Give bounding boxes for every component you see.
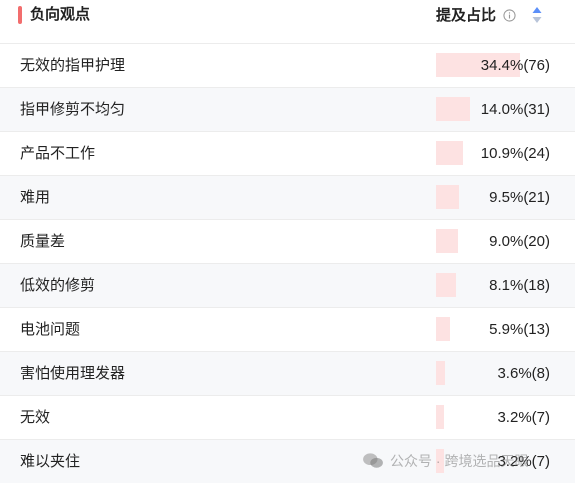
ratio-bar-fill [436, 53, 520, 77]
watermark: 公众号 · 跨境选品天眼 [362, 450, 528, 472]
ratio-value: 34.4%(76) [480, 57, 550, 74]
ratio-value: 8.1%(18) [489, 277, 550, 294]
ratio-bar-fill [436, 141, 463, 165]
ratio-value: 9.0%(20) [489, 233, 550, 250]
ratio-bar-track [436, 141, 552, 165]
table-row[interactable]: 无效的指甲护理 34.4%(76) [0, 43, 575, 87]
table-row[interactable]: 低效的修剪 8.1%(18) [0, 263, 575, 307]
table-title: 负向观点 [30, 6, 91, 23]
wechat-icon [363, 453, 383, 468]
opinion-label: 害怕使用理发器 [20, 365, 126, 382]
table-row[interactable]: 产品不工作 10.9%(24) [0, 131, 575, 175]
info-icon[interactable] [503, 9, 516, 22]
ratio-bar-fill [436, 317, 451, 341]
opinion-label: 难用 [20, 189, 51, 206]
table-row[interactable]: 电池问题 5.9%(13) [0, 307, 575, 351]
ratio-bar-track [436, 185, 552, 209]
ratio-bar-track [436, 273, 552, 297]
mention-ratio-column-label: 提及占比 [436, 7, 497, 24]
watermark-text: 公众号 · 跨境选品天眼 [390, 453, 529, 469]
ratio-value: 9.5%(21) [489, 189, 550, 206]
table-row[interactable]: 难用 9.5%(21) [0, 175, 575, 219]
ratio-bar-fill [436, 361, 445, 385]
ratio-value: 3.2%(7) [497, 409, 550, 426]
table-row[interactable]: 难以夹住 3.2%(7) [0, 439, 575, 483]
opinion-label: 产品不工作 [20, 145, 96, 162]
table-row[interactable]: 害怕使用理发器 3.6%(8) [0, 351, 575, 395]
ratio-bar-track [436, 405, 552, 429]
opinion-label: 难以夹住 [20, 453, 81, 470]
ratio-bar-track [436, 53, 552, 77]
table-row[interactable]: 无效 3.2%(7) [0, 395, 575, 439]
title-accent-bar [18, 6, 22, 24]
ratio-value: 3.2%(7) [497, 453, 550, 470]
table-row[interactable]: 指甲修剪不均匀 14.0%(31) [0, 87, 575, 131]
opinion-label: 电池问题 [20, 321, 81, 338]
table-header: 负向观点 提及占比 [0, 0, 575, 42]
opinion-label: 质量差 [20, 233, 66, 250]
ratio-bar-fill [436, 97, 471, 121]
opinion-label: 低效的修剪 [20, 277, 96, 294]
ratio-bar-track [436, 361, 552, 385]
ratio-bar-fill [436, 273, 456, 297]
ratio-bar-fill [436, 405, 444, 429]
ratio-value: 5.9%(13) [489, 321, 550, 338]
ratio-bar-track [436, 97, 552, 121]
ratio-bar-track [436, 229, 552, 253]
opinion-label: 无效的指甲护理 [20, 57, 126, 74]
ratio-bar-track [436, 449, 552, 473]
ratio-bar-fill [436, 185, 460, 209]
ratio-value: 14.0%(31) [480, 101, 550, 118]
opinion-label: 指甲修剪不均匀 [20, 101, 126, 118]
ratio-value: 3.6%(8) [497, 365, 550, 382]
ratio-value: 10.9%(24) [480, 145, 550, 162]
ratio-bar-fill [436, 229, 458, 253]
ratio-bar-fill [436, 449, 444, 473]
opinion-label: 无效 [20, 409, 51, 426]
ratio-bar-track [436, 317, 552, 341]
table-row[interactable]: 质量差 9.0%(20) [0, 219, 575, 263]
sort-icon[interactable] [531, 5, 543, 25]
